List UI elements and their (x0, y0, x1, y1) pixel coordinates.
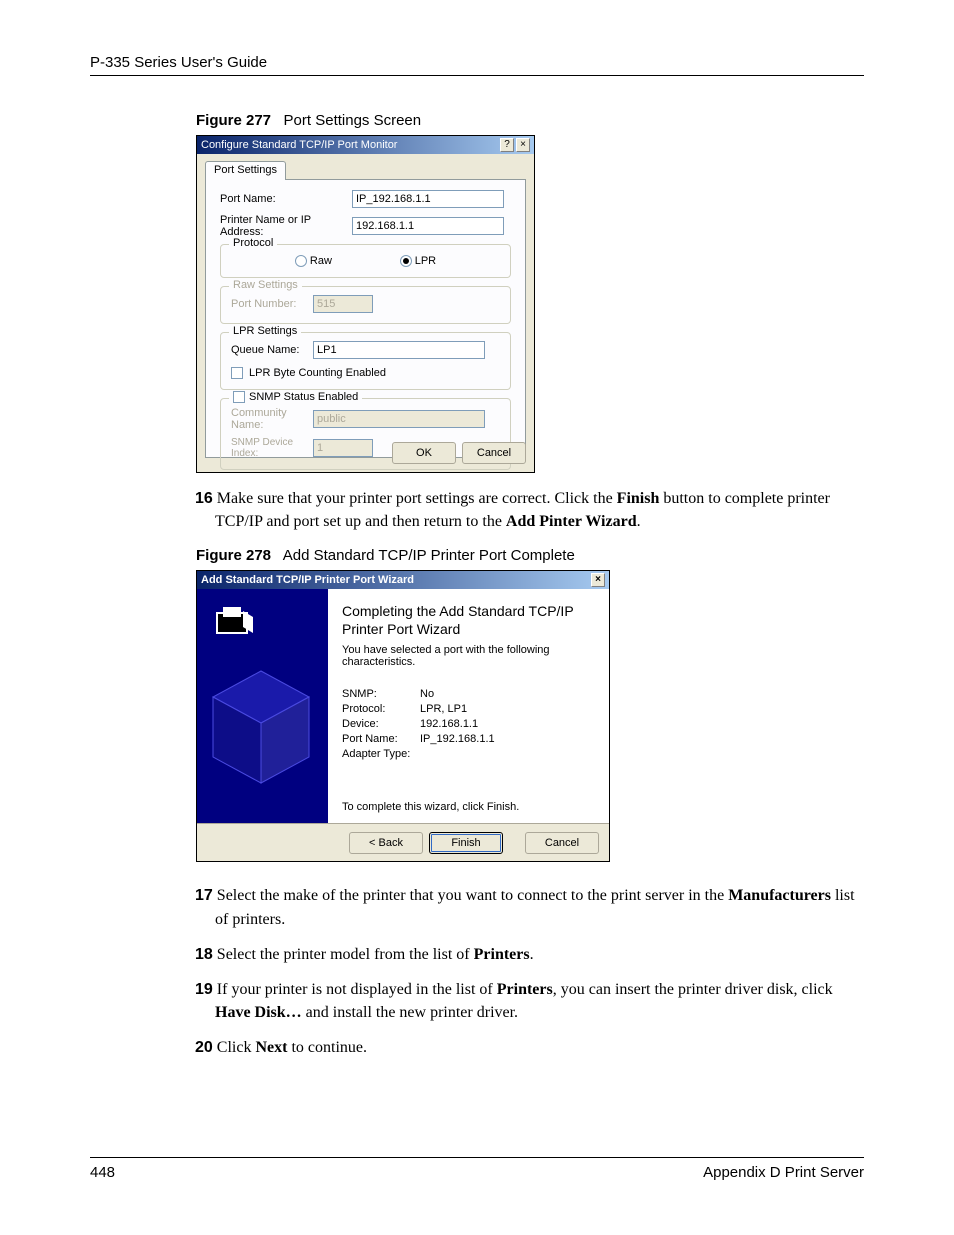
printer-address-input[interactable] (352, 217, 504, 235)
summary-value: No (420, 688, 434, 700)
wizard-subtext: You have selected a port with the follow… (342, 644, 593, 668)
community-name-label: Community Name: (231, 407, 313, 431)
summary-key: Protocol: (342, 703, 420, 715)
tab-port-settings[interactable]: Port Settings (205, 161, 286, 181)
cancel-button[interactable]: Cancel (525, 832, 599, 854)
summary-key: Device: (342, 718, 420, 730)
queue-name-label: Queue Name: (231, 344, 313, 356)
finish-button[interactable]: Finish (429, 832, 503, 854)
wizard-body: Completing the Add Standard TCP/IP Print… (197, 589, 609, 823)
summary-list: SNMP:NoProtocol:LPR, LP1Device:192.168.1… (342, 688, 593, 760)
community-name-input (313, 410, 485, 428)
lpr-settings-group: LPR Settings Queue Name: LPR Byte Counti… (220, 332, 511, 390)
cube-graphic-icon (209, 667, 313, 787)
step-19: 19 If your printer is not displayed in t… (195, 978, 864, 1024)
protocol-group: Protocol Raw LPR (220, 244, 511, 278)
summary-key: Adapter Type: (342, 748, 420, 760)
wizard-sidebar (197, 589, 328, 823)
wizard-heading: Completing the Add Standard TCP/IP Print… (342, 603, 593, 638)
wizard-content: Completing the Add Standard TCP/IP Print… (328, 589, 609, 823)
summary-value: 192.168.1.1 (420, 718, 478, 730)
cancel-button[interactable]: Cancel (462, 442, 526, 464)
step-18: 18 Select the printer model from the lis… (195, 943, 864, 966)
figure-277-label: Figure 277 (196, 112, 271, 129)
dialog-title: Add Standard TCP/IP Printer Port Wizard (201, 574, 414, 586)
summary-row: Device:192.168.1.1 (342, 718, 593, 730)
radio-icon (295, 255, 307, 267)
protocol-lpr-label: LPR (415, 255, 436, 267)
summary-row: Port Name:IP_192.168.1.1 (342, 733, 593, 745)
wizard-complete-dialog: Add Standard TCP/IP Printer Port Wizard … (196, 570, 610, 862)
summary-row: Adapter Type: (342, 748, 593, 760)
snmp-enable-checkbox[interactable] (233, 391, 245, 403)
figure-278-caption: Figure 278 Add Standard TCP/IP Printer P… (196, 547, 864, 564)
protocol-lpr-option[interactable]: LPR (400, 255, 436, 267)
lpr-bytecount-label: LPR Byte Counting Enabled (249, 367, 386, 379)
snmp-index-label: SNMP Device Index: (231, 437, 313, 459)
summary-key: SNMP: (342, 688, 420, 700)
raw-settings-group: Raw Settings Port Number: (220, 286, 511, 324)
page-number: 448 (90, 1164, 115, 1181)
port-number-label: Port Number: (231, 298, 313, 310)
snmp-legend: SNMP Status Enabled (249, 391, 358, 403)
tab-panel: Port Name: Printer Name or IP Address: P… (205, 180, 526, 458)
protocol-legend: Protocol (229, 237, 277, 249)
wizard-button-row: < Back Finish Cancel (197, 823, 609, 861)
printer-icon (213, 603, 257, 641)
close-icon[interactable]: × (591, 573, 605, 587)
summary-key: Port Name: (342, 733, 420, 745)
protocol-raw-option[interactable]: Raw (295, 255, 332, 267)
queue-name-input[interactable] (313, 341, 485, 359)
summary-value: IP_192.168.1.1 (420, 733, 495, 745)
help-icon[interactable]: ? (500, 138, 514, 152)
dialog-titlebar: Add Standard TCP/IP Printer Port Wizard … (197, 571, 609, 589)
summary-row: SNMP:No (342, 688, 593, 700)
figure-278-title: Add Standard TCP/IP Printer Port Complet… (283, 547, 575, 564)
appendix-label: Appendix D Print Server (703, 1164, 864, 1181)
close-icon[interactable]: × (516, 138, 530, 152)
port-settings-dialog: Configure Standard TCP/IP Port Monitor ?… (196, 135, 535, 473)
figure-278-label: Figure 278 (196, 547, 271, 564)
port-number-input (313, 295, 373, 313)
wizard-finish-note: To complete this wizard, click Finish. (342, 801, 519, 813)
printer-address-label: Printer Name or IP Address: (220, 214, 352, 238)
lpr-bytecount-checkbox[interactable] (231, 367, 243, 379)
page-header: P-335 Series User's Guide (90, 54, 864, 76)
port-name-input[interactable] (352, 190, 504, 208)
tab-row: Port Settings (205, 158, 526, 180)
step-20: 20 Click Next to continue. (195, 1036, 864, 1059)
step-17: 17 Select the make of the printer that y… (195, 884, 864, 930)
back-button[interactable]: < Back (349, 832, 423, 854)
figure-277-title: Port Settings Screen (284, 112, 422, 129)
page-footer: 448 Appendix D Print Server (90, 1157, 864, 1181)
raw-settings-legend: Raw Settings (229, 279, 302, 291)
summary-value: LPR, LP1 (420, 703, 467, 715)
protocol-raw-label: Raw (310, 255, 332, 267)
radio-icon (400, 255, 412, 267)
snmp-index-input (313, 439, 373, 457)
port-name-label: Port Name: (220, 193, 352, 205)
lpr-settings-legend: LPR Settings (229, 325, 301, 337)
ok-button[interactable]: OK (392, 442, 456, 464)
summary-row: Protocol:LPR, LP1 (342, 703, 593, 715)
figure-277-caption: Figure 277 Port Settings Screen (196, 112, 864, 129)
dialog-title: Configure Standard TCP/IP Port Monitor (201, 139, 397, 151)
dialog-titlebar: Configure Standard TCP/IP Port Monitor ?… (197, 136, 534, 154)
step-16: 16 Make sure that your printer port sett… (195, 487, 864, 533)
